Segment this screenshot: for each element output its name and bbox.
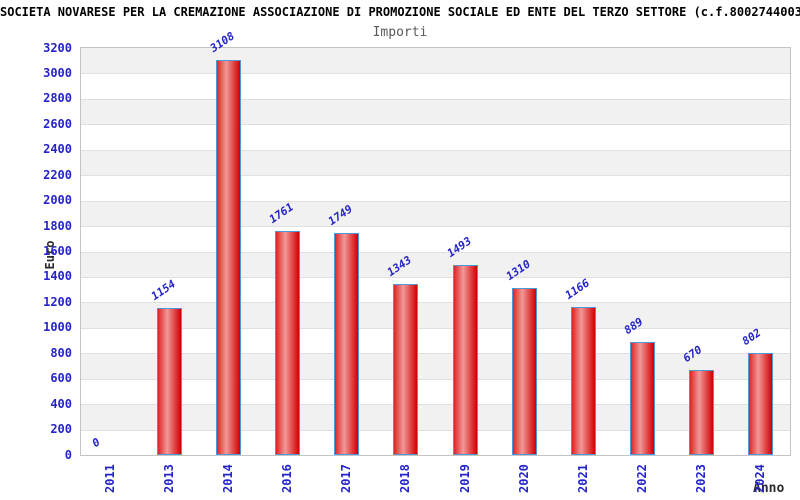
y-tick-label: 2800 (43, 91, 72, 106)
gridline (81, 327, 790, 329)
gridline (81, 378, 790, 380)
y-tick-label: 1200 (43, 294, 72, 309)
gridline (81, 302, 790, 304)
y-tick-label: 2600 (43, 116, 72, 131)
y-tick-label: 200 (50, 422, 72, 437)
y-tick-label: 1400 (43, 269, 72, 284)
plot-band (81, 200, 790, 227)
gridline (81, 98, 790, 100)
y-tick-label: 800 (50, 345, 72, 360)
x-tick-label: 2020 (516, 464, 531, 493)
bar (747, 353, 773, 455)
x-tick-label: 2022 (634, 464, 649, 493)
y-tick-label: 2000 (43, 193, 72, 208)
x-tick-label: 2019 (457, 464, 472, 493)
bar (157, 308, 183, 455)
gridline (81, 276, 790, 278)
plot-band (81, 302, 790, 328)
y-tick-label: 1600 (43, 244, 72, 258)
x-tick-label: 2017 (339, 464, 354, 493)
gridline (81, 251, 790, 253)
plot-band (81, 149, 790, 176)
gridline (81, 200, 790, 202)
y-tick-label: 3200 (43, 40, 72, 55)
x-tick-label: 2013 (162, 464, 177, 493)
x-tick-label: 2014 (221, 464, 236, 493)
plot-area (80, 47, 791, 456)
gridline (81, 175, 790, 177)
bar (216, 59, 242, 455)
bar (275, 231, 301, 455)
plot-band (81, 251, 790, 277)
x-axis-title: Anno (753, 481, 785, 496)
plot-band (81, 353, 790, 379)
y-tick-label: 1800 (43, 218, 72, 233)
gridline (81, 404, 790, 406)
gridline (81, 226, 790, 228)
y-tick-label: 2400 (43, 142, 72, 157)
plot-band (81, 48, 790, 74)
y-tick-label: 1000 (43, 320, 72, 335)
x-tick-label: 2018 (398, 464, 413, 493)
bar (511, 288, 537, 455)
bar (452, 265, 478, 455)
y-tick-label: 400 (50, 396, 72, 411)
gridline (81, 353, 790, 355)
y-tick-label: 0 (64, 447, 72, 462)
bar (334, 232, 360, 455)
x-tick-label: 2021 (575, 464, 590, 493)
y-tick-label: 3000 (43, 65, 72, 80)
x-tick-label: 2023 (693, 464, 708, 493)
bar (393, 284, 419, 455)
x-tick-label: 2011 (103, 464, 118, 493)
x-tick-label: 2016 (280, 464, 295, 493)
bar (570, 306, 596, 455)
chart-title: SOCIETA NOVARESE PER LA CREMAZIONE ASSOC… (0, 5, 800, 19)
chart-subtitle: Importi (372, 25, 428, 40)
x-tick-label: 2024 (752, 464, 767, 493)
plot-band (81, 98, 790, 125)
plot-band (81, 404, 790, 430)
bar (688, 369, 714, 455)
y-tick-label: 2200 (43, 167, 72, 182)
y-tick-label: 600 (50, 371, 72, 386)
gridline (81, 429, 790, 431)
gridline (81, 124, 790, 126)
bar (629, 341, 655, 455)
gridline (81, 149, 790, 151)
gridline (81, 73, 790, 75)
